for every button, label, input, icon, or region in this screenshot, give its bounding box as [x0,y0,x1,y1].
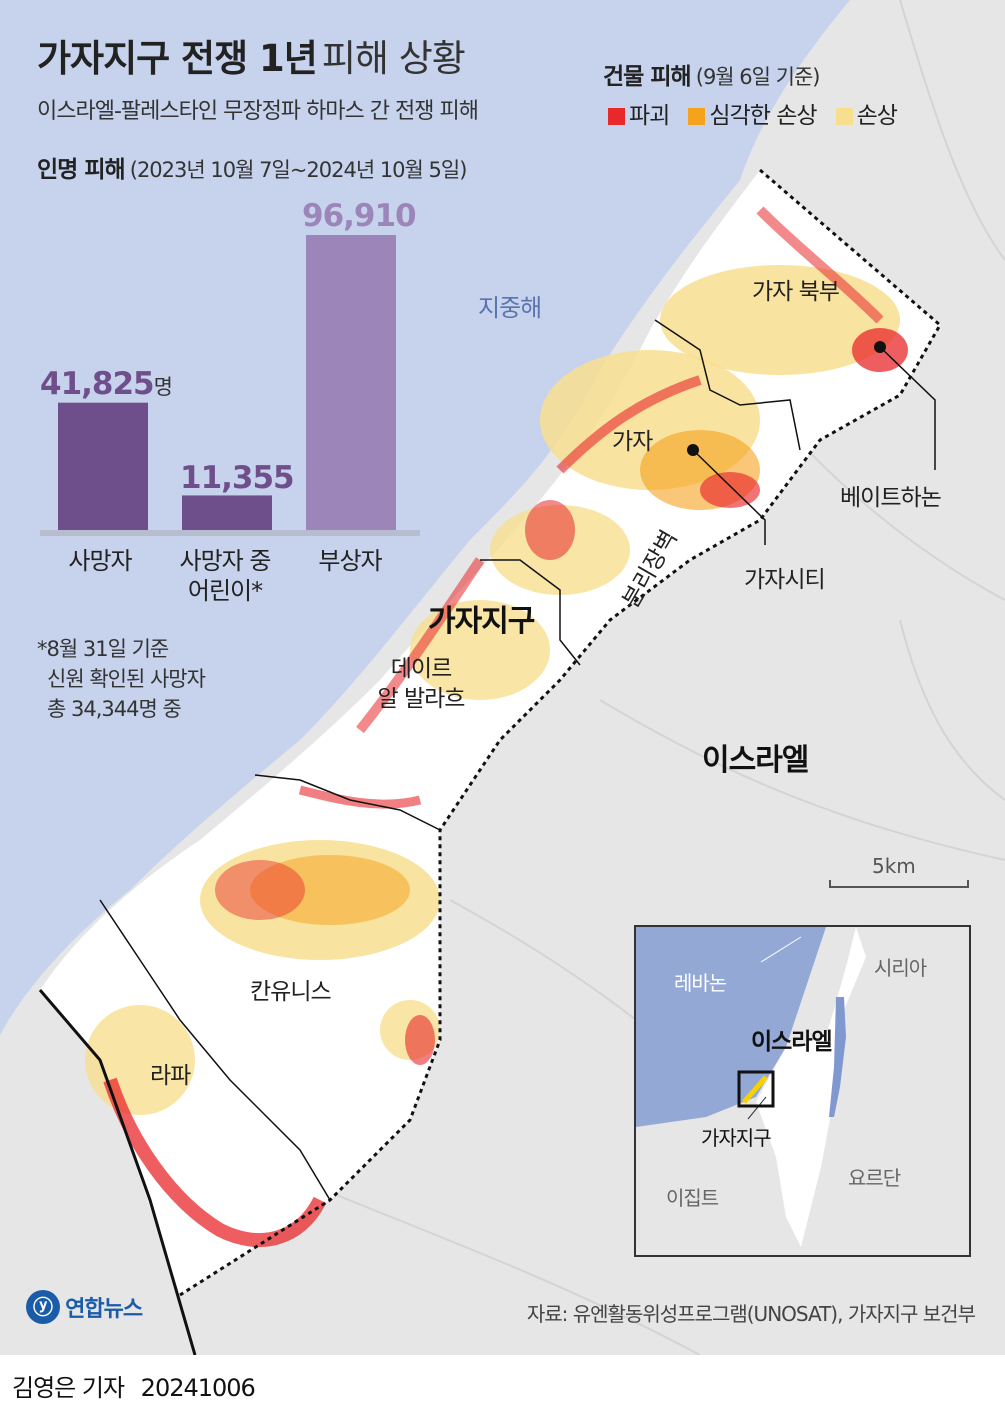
logo: ⓨ 연합뉴스 [26,1290,143,1324]
separation-wall-line [179,168,942,1297]
gaza-city-marker [687,444,699,456]
inset-lebanon: 레바논 [674,971,727,995]
bar-category-deaths-line1: 사망자 [68,547,132,575]
logo-text: 연합뉴스 [65,1297,143,1322]
bar-unit: 명 [153,375,173,399]
inset-coast-detail [747,1096,767,1120]
legend-items: 파괴 심각한 손상 손상 [608,96,898,130]
sea-area [0,0,850,1035]
inset-gaza-box [737,1070,775,1108]
legend-swatch-destroyed [608,108,625,125]
casualties-heading: 인명 피해 (2023년 10월 7일~2024년 10월 5일) [37,150,468,184]
casualties-chart [40,235,420,536]
footnote-line2: 신원 확인된 사망자 [47,667,206,691]
bar-category-children: 사망자 중 어린이* [165,546,285,606]
footnote-line1: *8월 31일 기준 [37,637,169,661]
inset-map: 레바논 시리아 이스라엘 가자지구 요르단 이집트 [634,925,971,1257]
scale-label: 5km [872,854,916,878]
publish-date: 20241006 [140,1374,256,1402]
bar-category-children-line2: 어린이* [187,577,263,605]
chart-baseline [40,530,420,536]
map-background [0,0,1005,1355]
bar-value-children: 11,355 [180,460,295,496]
inset-jordan-river [829,997,846,1117]
damage-layer [85,206,908,1247]
place-gaza: 가자 [612,429,653,455]
bar-value-injured: 96,910 [302,198,417,234]
beit-hanoun-marker [874,341,886,353]
inset-egypt: 이집트 [666,1186,719,1210]
bar-category-children-line1: 사망자 중 [179,547,272,575]
place-deir-line1: 데이르 [390,656,452,682]
bar-category-deaths: 사망자 [45,546,155,576]
legend-heading: 건물 피해 (9월 6일 기준) [603,57,820,91]
casualties-period: (2023년 10월 7일~2024년 10월 5일) [129,158,468,182]
footer-credit: 김영은 기자 20241006 [12,1368,256,1403]
bar-category-injured: 부상자 [295,546,405,576]
governorate-lines [99,319,801,1201]
bar-value-label-deaths: 41,825명 [40,366,173,402]
inset-gaza: 가자지구 [701,1126,772,1150]
casualties-title: 인명 피해 [37,157,126,183]
bar-injured [306,235,396,530]
legend-swatch-damaged [835,108,853,125]
place-rafah: 라파 [150,1063,191,1089]
legend-label-damaged: 손상 [856,103,898,129]
footer-bar [0,1355,1005,1415]
source-credit: 자료: 유엔활동위성프로그램(UNOSAT), 가자지구 보건부 [526,1302,976,1326]
place-beit-hanoun: 베이트하논 [840,485,942,511]
inset-sea [636,927,826,1127]
legend-label-severe: 심각한 손상 [709,103,817,129]
legend-date: (9월 6일 기준) [695,65,821,89]
bar-value-deaths: 41,825 [40,366,155,402]
logo-icon: ⓨ [26,1290,60,1324]
place-north-gaza: 가자 북부 [752,279,840,305]
footnote: *8월 31일 기준 신원 확인된 사망자 총 34,344명 중 [37,634,206,724]
sea-label: 지중해 [478,294,542,322]
gaza-strip-label: 가자지구 [428,604,535,639]
egypt-border-line [38,989,197,1355]
place-deir-al-balah: 데이르 알 발라흐 [366,654,476,714]
title-main: 가자지구 전쟁 1년 [37,37,318,80]
legend-swatch-severe [688,108,706,125]
footnote-line3: 총 34,344명 중 [47,697,182,721]
title-sub: 피해 상황 [321,37,466,80]
inset-gaza-strip [742,1075,768,1104]
place-gaza-city: 가자시티 [744,567,826,593]
inset-map-graphic [636,927,866,1247]
place-khan-younis: 칸유니스 [250,979,332,1005]
inset-jordan: 요르단 [848,1166,901,1190]
inset-lebanon-pointer [760,936,802,963]
leader-lines [692,346,936,545]
legend-label-destroyed: 파괴 [629,103,670,129]
subtitle: 이스라엘-팔레스타인 무장정파 하마스 간 전쟁 피해 [37,99,479,124]
inset-israel: 이스라엘 [751,1029,833,1055]
bar-deaths [58,402,148,530]
reporter-name: 김영은 기자 [12,1374,125,1402]
legend-title: 건물 피해 [603,64,692,90]
inset-syria: 시리아 [874,956,927,980]
scale-bar [829,880,969,888]
page-title: 가자지구 전쟁 1년 피해 상황 [37,28,466,82]
place-deir-line2: 알 발라흐 [377,686,466,712]
bar-category-injured-line1: 부상자 [318,547,382,575]
bar-children [182,495,272,530]
israel-label: 이스라엘 [702,743,809,778]
